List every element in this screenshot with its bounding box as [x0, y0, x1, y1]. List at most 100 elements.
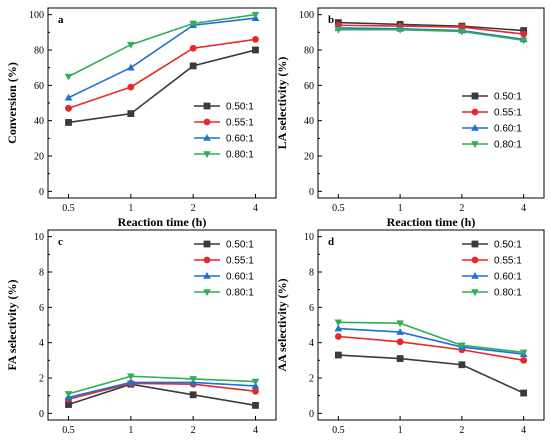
panel-label: d	[328, 236, 334, 248]
series-0501	[334, 351, 528, 397]
legend-label: 0.60:1	[226, 134, 254, 145]
series-line	[338, 21, 524, 32]
x-tick-label: 4	[253, 425, 258, 436]
legend-entry: 0.80:1	[194, 150, 254, 161]
series-0801	[64, 373, 260, 398]
legend-entry: 0.50:1	[462, 240, 522, 251]
series-0801	[334, 319, 528, 357]
series-line	[68, 381, 256, 399]
data-point	[458, 28, 466, 36]
y-tick-label: 80	[34, 45, 44, 56]
x-tick-label: 4	[521, 203, 526, 214]
legend-swatch-marker	[471, 240, 479, 248]
y-tick-label: 100	[29, 10, 44, 21]
series-line	[68, 382, 256, 400]
y-tick-label: 8	[309, 267, 314, 278]
data-point	[252, 401, 259, 409]
x-tick-label: 1	[128, 425, 133, 436]
data-point	[519, 349, 528, 357]
series-line	[338, 28, 524, 42]
data-point	[458, 342, 466, 350]
data-point	[189, 20, 197, 28]
y-tick-label: 0	[309, 409, 314, 420]
series-0801	[64, 11, 260, 81]
legend-entry: 0.55:1	[194, 118, 254, 129]
series-line	[68, 375, 256, 395]
data-point	[458, 361, 466, 369]
series-line	[338, 27, 524, 41]
data-point	[396, 338, 404, 346]
legend-entry: 0.50:1	[194, 102, 254, 113]
y-tick-label: 20	[34, 152, 44, 163]
series-line	[68, 38, 256, 110]
x-tick-label: 1	[398, 203, 403, 214]
data-point	[252, 387, 259, 395]
data-point	[520, 389, 528, 397]
legend-entry: 0.60:1	[194, 134, 254, 145]
y-tick-label: 0	[309, 187, 314, 198]
data-point	[396, 328, 404, 335]
legend-entry: 0.80:1	[194, 288, 254, 299]
chart-panel-c: 0 2 4 6 8 10 0.5 1 2 4 Time (h) FA selectivity (%) c…	[5, 229, 277, 440]
x-tick-label: 0.5	[62, 203, 75, 214]
data-point	[334, 351, 342, 359]
data-point	[519, 37, 528, 45]
data-point	[127, 83, 135, 91]
legend-label: 0.55:1	[494, 256, 522, 267]
y-axis-title: Conversion (%)	[5, 62, 19, 144]
x-axis-title: Reaction time (h)	[387, 215, 476, 229]
y-axis-title: FA selectivity (%)	[5, 279, 19, 370]
legend-swatch-marker	[471, 108, 479, 116]
legend: 0.50:1 0.55:1 0.60:1 0.80:1	[194, 240, 254, 299]
legend-label: 0.80:1	[226, 288, 254, 299]
y-tick-label: 10	[304, 232, 314, 243]
series-0551	[65, 35, 259, 112]
x-tick-label: 4	[521, 425, 526, 436]
data-point	[189, 376, 197, 383]
y-axis-title: LA selectivity (%)	[275, 57, 289, 150]
data-point	[189, 391, 197, 399]
y-tick-label: 2	[39, 374, 44, 385]
series-line	[338, 354, 524, 394]
legend-label: 0.60:1	[226, 272, 254, 283]
legend-label: 0.50:1	[226, 102, 254, 113]
x-axis-title: Time (h)	[409, 437, 453, 440]
chart-panel-a: 0 20 40 60 80 100 0.5 1 2 4 Reaction time (h) Conve…	[5, 7, 277, 229]
y-tick-label: 4	[309, 338, 314, 349]
legend-swatch-marker	[203, 256, 211, 264]
legend-entry: 0.60:1	[462, 124, 522, 135]
series-0601	[64, 14, 260, 101]
legend-swatch-marker	[471, 289, 479, 296]
data-point	[65, 104, 72, 112]
legend-label: 0.55:1	[494, 108, 522, 119]
y-tick-label: 60	[34, 81, 44, 92]
legend-entry: 0.55:1	[194, 256, 254, 267]
legend-entry: 0.60:1	[462, 272, 522, 283]
y-tick-label: 0	[39, 187, 44, 198]
series-line	[338, 327, 524, 355]
legend-entry: 0.80:1	[462, 288, 522, 299]
chart-panel-d: 0 2 4 6 8 10 0.5 1 2 4 Time (h) AA selectivity (%) d…	[275, 229, 545, 440]
data-point	[64, 73, 73, 81]
series-line	[338, 321, 524, 354]
legend: 0.50:1 0.55:1 0.60:1 0.80:1	[194, 102, 254, 161]
series-0551	[334, 333, 528, 364]
x-tick-label: 2	[191, 425, 196, 436]
data-point	[334, 26, 343, 34]
y-tick-label: 6	[309, 303, 314, 314]
y-tick-label: 8	[39, 267, 44, 278]
x-tick-label: 0.5	[332, 203, 345, 214]
x-axis-title: Reaction time (h)	[118, 215, 207, 229]
legend-entry: 0.55:1	[462, 108, 522, 119]
data-point	[396, 26, 404, 34]
legend-label: 0.60:1	[494, 272, 522, 283]
legend-entry: 0.60:1	[194, 272, 254, 283]
legend-label: 0.55:1	[226, 256, 254, 267]
legend-label: 0.60:1	[494, 124, 522, 135]
panel-label: b	[328, 14, 334, 26]
x-tick-label: 0.5	[332, 425, 345, 436]
legend-swatch-marker	[203, 272, 211, 279]
data-point	[251, 11, 260, 19]
legend-entry: 0.50:1	[194, 240, 254, 251]
